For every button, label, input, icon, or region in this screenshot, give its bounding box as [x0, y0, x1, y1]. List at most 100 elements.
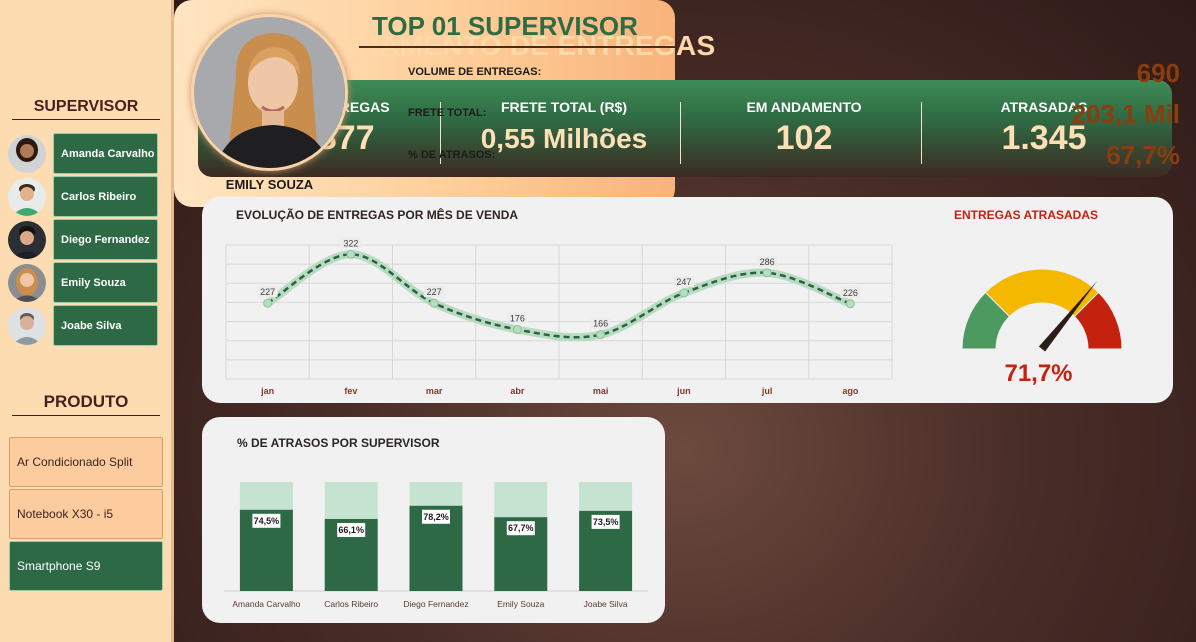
data-point	[596, 330, 606, 340]
data-label: 247	[676, 277, 691, 287]
kpi-card: ATRASADAS 1.345	[924, 80, 1164, 177]
data-label: 226	[843, 288, 858, 298]
kpi-band: QTD. ENTREGAS 1.877 FRETE TOTAL (R$) 0,5…	[198, 80, 1172, 177]
kpi-label: FRETE TOTAL (R$)	[501, 99, 627, 115]
product-button[interactable]: Notebook X30 - i5	[9, 489, 163, 539]
x-tick-label: Emily Souza	[497, 599, 545, 609]
data-point	[263, 298, 273, 308]
product-button[interactable]: Ar Condicionado Split	[9, 437, 163, 487]
data-label-bg	[257, 286, 278, 298]
kpi-card: FRETE TOTAL (R$) 0,55 Milhões	[444, 80, 684, 177]
top-supervisor-title: TOP 01 SUPERVISOR	[372, 11, 638, 41]
line-chart-title: EVOLUÇÃO DE ENTREGAS POR MÊS DE VENDA	[236, 208, 519, 222]
data-point	[762, 268, 772, 278]
gauge-value-label: 71,7%	[1004, 360, 1073, 387]
data-label: 227	[260, 287, 275, 297]
dashboard-main: ACOMPANHAMENTO DE ENTREGAS QTD. ENTREGAS…	[174, 0, 1196, 642]
data-label-bg	[840, 286, 861, 298]
gauge-title: ENTREGAS ATRASADAS	[953, 208, 1098, 222]
bar-label-bg	[591, 514, 620, 529]
data-label: 166	[593, 319, 608, 329]
data-point	[429, 298, 439, 308]
kpi-divider	[680, 102, 681, 164]
supervisor-slicer-item[interactable]: Carlos Ribeiro	[8, 176, 160, 218]
x-tick-label: Amanda Carvalho	[232, 599, 300, 609]
supervisor-slicer-item[interactable]: Diego Fernandez	[8, 219, 160, 261]
kpi-value: 0,55 Milhões	[480, 123, 648, 154]
kpi-divider	[440, 102, 441, 164]
bar-chart: 74,5% Amanda Carvalho 66,1% Carlos Ribeiro 7…	[224, 482, 648, 609]
supervisor-button[interactable]: Amanda Carvalho	[53, 133, 158, 174]
supervisor-button[interactable]: Emily Souza	[53, 262, 158, 303]
metric-label: FRETE TOTAL:	[408, 107, 487, 119]
bar-label: 66,1%	[338, 525, 364, 535]
avatar	[8, 264, 46, 302]
bar-label-bg	[337, 522, 366, 537]
line-chart-card: EVOLUÇÃO DE ENTREGAS POR MÊS DE VENDA 22…	[202, 197, 1173, 403]
gauge-chart	[961, 268, 1123, 352]
metric-value: 67,7%	[1106, 140, 1180, 170]
gauge-needle	[1038, 280, 1098, 352]
product-heading: PRODUTO	[12, 392, 160, 416]
gauge-band-high	[1073, 291, 1123, 350]
x-tick-label: jun	[676, 386, 691, 396]
supervisor-button[interactable]: Diego Fernandez	[53, 219, 158, 260]
supervisor-button[interactable]: Joabe Silva	[53, 305, 158, 346]
bar-label-bg	[422, 509, 450, 524]
supervisor-slicer-item[interactable]: Emily Souza	[8, 262, 160, 304]
sidebar: SUPERVISOR Amanda Carvalho Carlos Ribeir…	[0, 0, 174, 642]
divider	[359, 46, 675, 48]
x-tick-label: abr	[510, 386, 525, 396]
bar-remainder	[409, 482, 463, 506]
avatar	[8, 178, 46, 216]
kpi-label: EM ANDAMENTO	[746, 99, 862, 115]
metric-label: % DE ATRASOS:	[408, 149, 496, 161]
bar-remainder	[239, 482, 293, 510]
bar-label: 73,5%	[593, 517, 619, 527]
metric-value: 690	[1136, 58, 1180, 88]
x-tick-label: jul	[761, 386, 773, 396]
kpi-divider	[921, 102, 922, 164]
data-label: 322	[343, 238, 358, 248]
bar-label: 78,2%	[423, 512, 449, 522]
supervisor-heading: SUPERVISOR	[12, 98, 160, 120]
bar-remainder	[494, 482, 548, 518]
bar-chart-card: % DE ATRASOS POR SUPERVISOR 74,5% Amanda …	[202, 417, 665, 623]
avatar	[8, 135, 46, 173]
top-supervisor-photo	[191, 14, 348, 171]
data-label-bg	[757, 255, 778, 267]
data-point	[845, 299, 855, 309]
data-label-bg	[424, 286, 445, 298]
data-label: 286	[760, 257, 775, 267]
x-tick-label: fev	[344, 386, 357, 396]
product-button-selected[interactable]: Smartphone S9	[9, 541, 163, 591]
data-label-bg	[673, 275, 694, 287]
x-tick-label: jan	[260, 386, 274, 396]
supervisor-button[interactable]: Carlos Ribeiro	[53, 176, 158, 217]
kpi-card: EM ANDAMENTO 102	[684, 80, 924, 177]
data-label-bg	[340, 237, 361, 249]
x-tick-label: ago	[842, 386, 859, 396]
top-supervisor-name: EMILY SOUZA	[225, 177, 314, 192]
kpi-value: 102	[775, 119, 833, 157]
x-tick-label: Joabe Silva	[584, 599, 628, 609]
x-tick-label: mar	[426, 386, 443, 396]
supervisor-slicer-item[interactable]: Joabe Silva	[8, 305, 160, 347]
x-tick-label: Diego Fernandez	[403, 599, 468, 609]
avatar	[8, 307, 46, 345]
bar-remainder	[324, 482, 378, 519]
data-label-bg	[507, 312, 528, 324]
bar-chart-title: % DE ATRASOS POR SUPERVISOR	[237, 436, 440, 450]
data-label-bg	[590, 317, 611, 329]
data-label: 227	[427, 287, 442, 297]
data-label: 176	[510, 314, 525, 324]
bar-label: 74,5%	[254, 516, 280, 526]
data-point	[512, 325, 522, 335]
x-tick-label: mai	[593, 386, 609, 396]
bar-label-bg	[506, 521, 535, 536]
supervisor-slicer-item[interactable]: Amanda Carvalho	[8, 133, 160, 175]
data-point	[679, 288, 689, 298]
bar-label-bg	[252, 513, 281, 528]
metric-label: VOLUME DE ENTREGAS:	[408, 66, 542, 78]
bar-label: 67,7%	[508, 523, 534, 533]
